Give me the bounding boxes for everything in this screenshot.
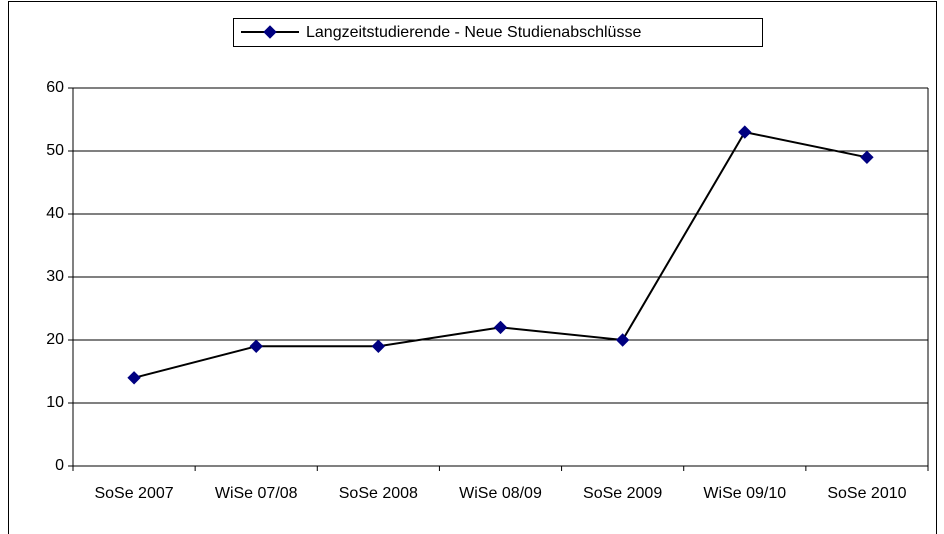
data-point: [249, 339, 263, 354]
legend-marker: [263, 25, 277, 39]
y-tick-label: 40: [46, 205, 64, 222]
x-tick-label: SoSe 2007: [94, 485, 173, 502]
data-point: [738, 125, 752, 139]
chart-border: [8, 1, 937, 534]
data-point: [860, 150, 874, 165]
legend-box: [233, 18, 763, 47]
data-point: [371, 339, 386, 354]
data-point: [615, 333, 630, 347]
data-point: [127, 371, 141, 385]
x-tick-label: WiSe 07/08: [215, 485, 298, 502]
y-tick-label: 30: [46, 268, 64, 285]
x-tick-label: SoSe 2010: [827, 485, 906, 502]
y-tick-label: 0: [55, 457, 64, 474]
y-tick-label: 10: [46, 394, 64, 411]
data-point: [493, 320, 508, 335]
x-tick-label: SoSe 2009: [583, 485, 662, 502]
x-tick-label: WiSe 09/10: [703, 485, 786, 502]
y-tick-label: 20: [46, 331, 64, 348]
y-tick-label: 50: [46, 142, 64, 159]
x-tick-label: WiSe 08/09: [459, 485, 542, 502]
legend-label: Langzeitstudierende - Neue Studienabschl…: [306, 24, 641, 41]
x-tick-label: SoSe 2008: [339, 485, 418, 502]
y-tick-label: 60: [46, 79, 64, 96]
